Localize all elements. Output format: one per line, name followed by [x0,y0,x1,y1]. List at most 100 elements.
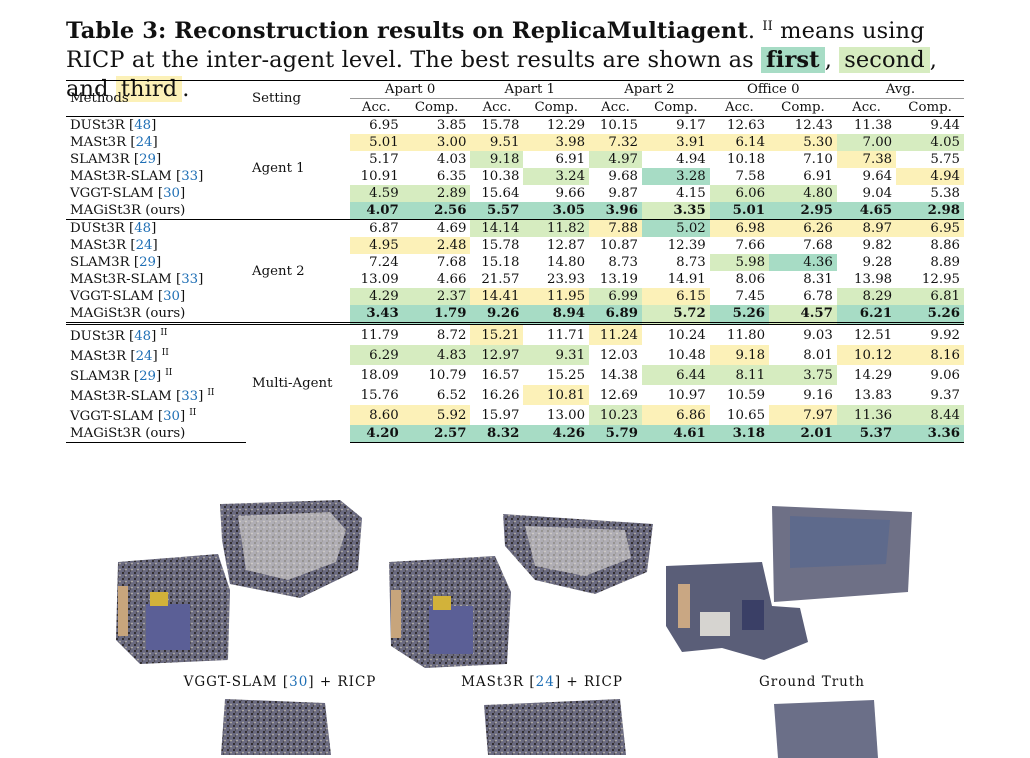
method-label: MASt3R [70,238,127,253]
acc-value: 10.59 [726,387,766,403]
citation-link[interactable]: 33 [181,169,199,184]
acc-value: 8.32 [470,425,524,443]
citation-link[interactable]: 33 [181,389,199,404]
comp-value: 2.89 [402,185,471,202]
acc-value: 7.00 [836,134,897,151]
citation-link[interactable]: 48 [134,329,152,344]
citation-link[interactable]: 24 [135,349,153,364]
header-comp: Comp. [414,100,459,115]
table-row: DUSt3R [48] II Multi-Agent 11.79 8.72 15.21 11… [66,322,964,443]
comp-value: 2.98 [896,202,964,220]
comp-value: 10.79 [428,367,467,383]
icp-marker: II [189,408,197,418]
comp-value: 4.03 [436,152,467,167]
legend-first: first [761,47,825,73]
acc-value: 5.01 [349,134,403,151]
acc-value: 14.38 [599,367,638,383]
comp-value: 8.01 [803,347,833,363]
acc-value: 9.04 [862,186,893,201]
method-label: SLAM3R [70,369,130,384]
acc-value: 5.26 [709,305,770,324]
acc-value: 5.17 [369,152,399,167]
acc-value: 7.38 [836,151,897,168]
acc-value: 15.18 [481,255,520,270]
method-name: MASt3R [24] II [70,348,169,364]
citation-link[interactable]: 24 [135,238,153,253]
acc-value: 16.26 [481,387,520,403]
acc-value: 9.64 [862,169,893,184]
acc-value: 15.64 [481,186,520,201]
acc-value: 14.14 [470,219,524,237]
acc-value: 6.29 [349,345,403,365]
comp-value: 8.86 [930,238,960,253]
comp-value: 11.71 [523,322,590,345]
citation-link[interactable]: 30 [163,289,180,304]
citation-link[interactable]: 29 [139,255,156,270]
comp-value: 4.05 [896,134,964,151]
acc-value: 4.29 [349,288,403,305]
comp-value: 5.26 [896,305,964,324]
acc-value: 18.09 [360,367,399,383]
citation-link[interactable]: 30 [163,186,180,201]
method-label: MASt3R-SLAM [70,169,172,184]
reconstruction-row2-right [774,700,878,758]
acc-value: 8.73 [608,255,638,270]
comp-value: 5.38 [930,186,960,201]
caption-period: . [747,18,756,44]
header-acc: Acc. [725,100,754,115]
icp-symbol: II [762,19,773,34]
method-name: SLAM3R [29] II [70,368,173,384]
citation-link[interactable]: 24 [135,135,153,150]
acc-value: 6.14 [709,134,770,151]
comp-value: 2.57 [402,425,471,443]
citation-link[interactable]: 30 [289,674,309,690]
acc-value: 13.98 [854,272,893,287]
comp-value: 10.97 [667,387,706,403]
acc-value: 7.58 [735,169,766,184]
citation-link[interactable]: 48 [134,118,152,133]
acc-value: 6.95 [349,116,403,134]
acc-value: 12.03 [599,347,638,363]
comp-value: 4.66 [436,272,467,287]
table-row: MASt3R [24] II 6.29 4.83 12.97 9.31 12.03 10.48… [66,345,964,365]
comp-value: 8.44 [896,405,964,425]
acc-value: 10.38 [481,169,520,184]
comp-value: 14.80 [546,255,586,270]
method-label: DUSt3R [70,221,125,236]
acc-value: 12.51 [836,322,897,345]
acc-value: 16.57 [481,367,520,383]
comp-value: 9.37 [930,387,960,403]
caption-pre: Ground Truth [759,674,865,690]
header-group: Apart 0 [349,80,471,99]
method-name: MASt3R-SLAM [33] [70,169,204,184]
acc-value: 13.09 [360,272,399,287]
acc-value: 11.79 [349,322,403,345]
comp-value: 9.31 [523,345,590,365]
table-row: MASt3R [24] 4.95 2.48 15.78 12.87 10.87 12.39 7… [66,237,964,254]
icp-marker: II [161,348,169,358]
acc-value: 8.60 [349,405,403,425]
header-group: Office 0 [709,80,837,99]
acc-value: 10.87 [599,238,638,253]
citation-link[interactable]: 29 [139,369,156,384]
acc-value: 4.59 [349,185,403,202]
citation-link[interactable]: 48 [134,221,152,236]
caption-pre: MASt3R [ [461,674,536,690]
table-row: DUSt3R [48] Agent 2 6.87 4.69 14.14 11.82 7.88… [66,219,964,324]
comp-value: 9.03 [769,322,837,345]
citation-link[interactable]: 33 [181,272,199,287]
legend-second: second [839,47,930,73]
table-row: SLAM3R [29] 7.24 7.68 15.18 14.80 8.73 8.73 5.9… [66,254,964,271]
caption-pre: VGGT-SLAM [ [183,674,290,690]
citation-link[interactable]: 24 [535,674,555,690]
method-label: DUSt3R [70,118,125,133]
header-acc: Acc. [361,100,391,115]
results-table: Methods Setting Apart 0 Apart 1 Apart 2 … [66,80,964,443]
method-name: SLAM3R [29] [70,152,162,167]
comp-value: 3.00 [402,134,471,151]
citation-link[interactable]: 29 [139,152,156,167]
comp-value: 9.16 [803,387,833,403]
reconstruction-ground-truth [666,506,912,660]
comp-value: 9.66 [555,186,586,201]
citation-link[interactable]: 30 [163,409,180,424]
